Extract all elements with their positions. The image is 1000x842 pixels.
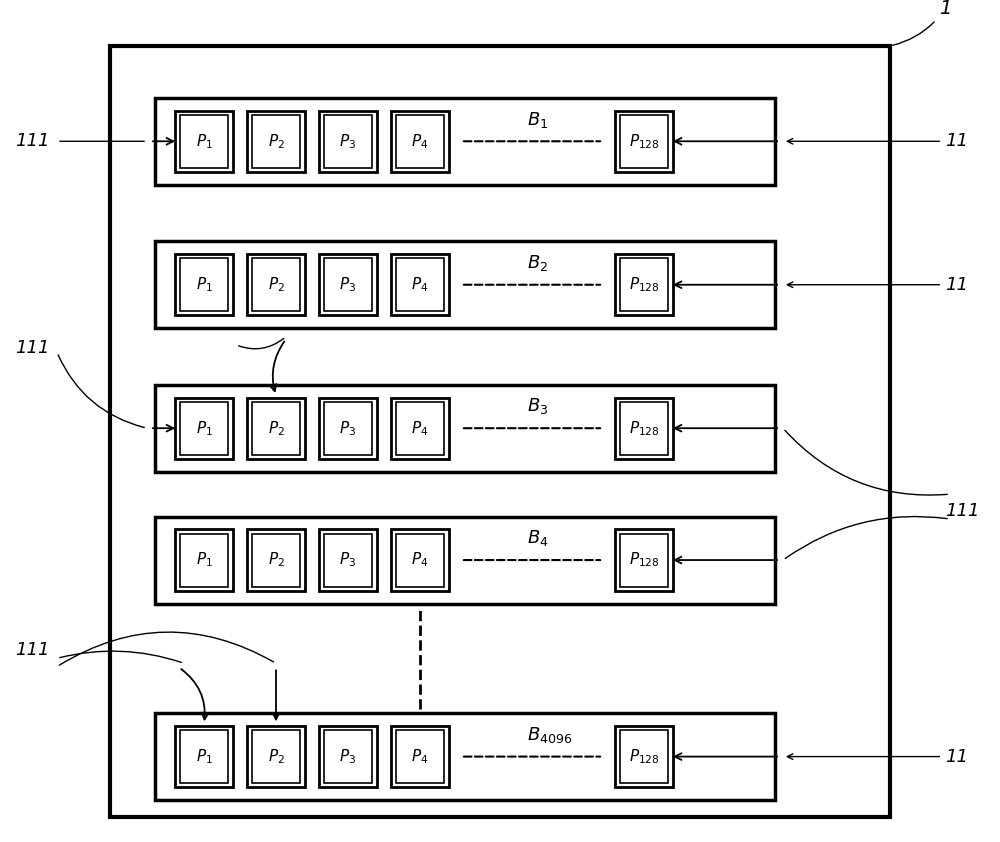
Text: $P_{3}$: $P_{3}$	[339, 747, 357, 766]
Text: $P_{2}$: $P_{2}$	[268, 551, 284, 569]
Bar	[620, 258, 668, 312]
Bar	[175, 254, 233, 316]
Bar	[615, 726, 673, 787]
Bar	[252, 534, 300, 587]
Bar	[391, 254, 449, 316]
Text: $P_{3}$: $P_{3}$	[339, 132, 357, 151]
Bar	[324, 730, 372, 783]
Text: 11: 11	[787, 132, 968, 150]
Bar	[324, 534, 372, 587]
Text: $P_{1}$: $P_{1}$	[196, 551, 212, 569]
Bar	[324, 402, 372, 455]
Bar	[175, 726, 233, 787]
Text: $B_{4}$: $B_{4}$	[527, 528, 549, 548]
Bar	[110, 46, 890, 817]
Text: $P_{1}$: $P_{1}$	[196, 132, 212, 151]
Bar	[252, 115, 300, 168]
Bar	[175, 530, 233, 591]
Text: $P_{4}$: $P_{4}$	[411, 275, 429, 294]
Text: $P_{3}$: $P_{3}$	[339, 551, 357, 569]
Bar	[180, 534, 228, 587]
Bar	[175, 110, 233, 172]
Bar	[391, 397, 449, 459]
Text: 1: 1	[893, 0, 951, 45]
Bar	[180, 730, 228, 783]
Bar	[155, 241, 775, 328]
Text: $P_{4}$: $P_{4}$	[411, 132, 429, 151]
Bar	[324, 115, 372, 168]
Text: 111: 111	[945, 502, 980, 520]
Bar	[252, 402, 300, 455]
Bar	[615, 254, 673, 316]
Text: $P_{128}$: $P_{128}$	[629, 418, 659, 438]
Text: $P_{128}$: $P_{128}$	[629, 132, 659, 151]
Text: $P_{4}$: $P_{4}$	[411, 747, 429, 766]
Text: $P_{4}$: $P_{4}$	[411, 418, 429, 438]
Bar	[155, 713, 775, 800]
Bar	[319, 726, 377, 787]
Text: $P_{2}$: $P_{2}$	[268, 275, 284, 294]
Text: 111: 111	[15, 132, 50, 150]
Bar	[155, 516, 775, 604]
Text: $P_{1}$: $P_{1}$	[196, 747, 212, 766]
Bar	[247, 397, 305, 459]
Bar	[396, 258, 444, 312]
Text: 111: 111	[15, 641, 50, 659]
Text: $P_{128}$: $P_{128}$	[629, 747, 659, 766]
Text: 111: 111	[15, 339, 50, 357]
Text: 11: 11	[787, 275, 968, 294]
Bar	[180, 402, 228, 455]
Bar	[396, 402, 444, 455]
Text: $P_{128}$: $P_{128}$	[629, 551, 659, 569]
Bar	[155, 98, 775, 184]
Bar	[620, 115, 668, 168]
Bar	[319, 530, 377, 591]
Bar	[247, 110, 305, 172]
Text: $P_{4}$: $P_{4}$	[411, 551, 429, 569]
Text: $P_{3}$: $P_{3}$	[339, 418, 357, 438]
Text: $B_{4096}$: $B_{4096}$	[527, 725, 573, 745]
Text: $B_{3}$: $B_{3}$	[527, 397, 548, 417]
Text: $P_{3}$: $P_{3}$	[339, 275, 357, 294]
Bar	[252, 730, 300, 783]
Bar	[319, 397, 377, 459]
Text: $P_{2}$: $P_{2}$	[268, 418, 284, 438]
Bar	[620, 402, 668, 455]
Bar	[396, 730, 444, 783]
Bar	[391, 726, 449, 787]
Text: $P_{1}$: $P_{1}$	[196, 418, 212, 438]
Bar	[319, 110, 377, 172]
Bar	[615, 110, 673, 172]
Bar	[615, 530, 673, 591]
Bar	[175, 397, 233, 459]
Bar	[155, 385, 775, 472]
Bar	[391, 110, 449, 172]
Bar	[620, 730, 668, 783]
Bar	[396, 534, 444, 587]
Text: $P_{2}$: $P_{2}$	[268, 747, 284, 766]
Bar	[247, 530, 305, 591]
Text: 11: 11	[787, 748, 968, 765]
Bar	[391, 530, 449, 591]
Bar	[615, 397, 673, 459]
Bar	[180, 258, 228, 312]
Bar	[324, 258, 372, 312]
Text: $B_{2}$: $B_{2}$	[527, 253, 548, 273]
Text: $P_{128}$: $P_{128}$	[629, 275, 659, 294]
Bar	[252, 258, 300, 312]
Text: $P_{1}$: $P_{1}$	[196, 275, 212, 294]
Bar	[247, 726, 305, 787]
Bar	[620, 534, 668, 587]
Bar	[180, 115, 228, 168]
Text: $B_{1}$: $B_{1}$	[527, 109, 548, 130]
Text: $P_{2}$: $P_{2}$	[268, 132, 284, 151]
Bar	[319, 254, 377, 316]
Bar	[396, 115, 444, 168]
Bar	[247, 254, 305, 316]
